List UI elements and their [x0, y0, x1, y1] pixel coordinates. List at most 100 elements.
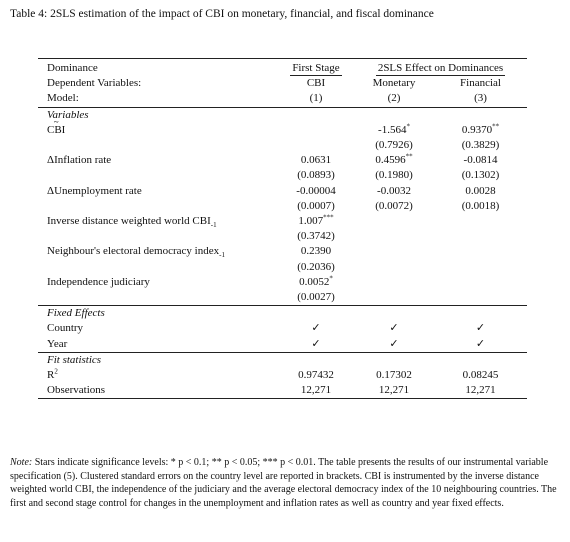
section-title: Fixed Effects — [47, 307, 105, 320]
row-label — [38, 290, 278, 306]
data-row: Year ✓ ✓ ✓ — [38, 337, 527, 353]
data-row: Observations 12,271 12,271 12,271 — [38, 383, 527, 399]
cell — [434, 229, 527, 244]
row-label: Year — [38, 337, 278, 353]
label-text: Country — [47, 322, 84, 335]
cell: ✓ — [475, 337, 486, 350]
label-text: ΔUnemployment rate — [47, 184, 142, 197]
cell — [434, 290, 527, 306]
row-label: Independence judiciary — [38, 275, 278, 290]
data-row: Country ✓ ✓ ✓ — [38, 321, 527, 336]
std-error: (0.2036) — [297, 260, 335, 273]
estimate: -0.00004 — [296, 184, 336, 197]
std-error: (0.0027) — [297, 291, 335, 304]
header-text: 2SLS Effect on Dominances — [375, 62, 506, 76]
estimate: 0.4596 — [375, 154, 406, 167]
label-subscript: -1 — [210, 221, 217, 230]
cell — [434, 214, 527, 229]
stars: ** — [492, 122, 500, 131]
rule-cell — [38, 399, 527, 400]
cell — [354, 229, 434, 244]
label-superscript: 2 — [54, 367, 58, 376]
cell: 0.97432 — [298, 369, 334, 382]
row-label: Observations — [38, 383, 278, 399]
cell: -0.0814 — [434, 153, 527, 168]
row-label: ΔInflation rate — [38, 153, 278, 168]
cell: Monetary — [372, 77, 416, 90]
header-cell: Dominance — [47, 62, 98, 74]
cell: ✓ — [389, 322, 399, 335]
section-row: Fit statistics — [38, 352, 527, 368]
label-text: Independence judiciary — [47, 275, 150, 288]
row-label: CBI — [38, 123, 278, 138]
results-table: Dominance First Stage 2SLS Effect on Dom… — [38, 58, 527, 400]
table-body: Dominance First Stage 2SLS Effect on Dom… — [38, 58, 527, 400]
std-error: (0.1980) — [375, 169, 413, 182]
estimate: 0.0028 — [465, 184, 496, 197]
data-row: Independence judiciary 0.0052* — [38, 275, 527, 290]
stars: * — [329, 274, 333, 283]
cell — [434, 244, 527, 259]
note: Note: Stars indicate significance levels… — [10, 456, 558, 511]
estimate: -0.0032 — [377, 184, 411, 197]
cell: -0.0032 — [354, 184, 434, 199]
row-label: Neighbour's electoral democracy index-1 — [38, 244, 278, 259]
cell: 0.17302 — [376, 369, 412, 382]
row-label: Dependent Variables: — [47, 77, 142, 90]
cell: 12,271 — [465, 384, 496, 397]
note-text: Stars indicate significance levels: * p … — [10, 457, 557, 510]
cell: (1) — [309, 92, 323, 105]
data-row: Neighbour's electoral democracy index-1 0… — [38, 244, 527, 259]
std-error: (0.3742) — [297, 230, 335, 243]
row-label: Inverse distance weighted world CBI-1 — [38, 214, 278, 229]
label-text: Observations — [47, 384, 106, 397]
row-label: Country — [38, 321, 278, 336]
label-subscript: -1 — [219, 251, 225, 260]
cell: 12,271 — [378, 384, 410, 397]
data-row: Inverse distance weighted world CBI-1 1.0… — [38, 214, 527, 229]
cell: CBI — [306, 77, 326, 90]
cell: ✓ — [475, 322, 486, 335]
section-title: Fit statistics — [47, 353, 102, 366]
row-label — [38, 260, 278, 275]
cell: Financial — [460, 77, 501, 90]
cell: ✓ — [389, 337, 399, 350]
stars: *** — [323, 213, 334, 222]
se-row: (0.3742) — [38, 229, 527, 244]
cell: 0.0052* — [278, 275, 354, 290]
bottom-rule — [38, 398, 527, 400]
data-row: R2 0.97432 0.17302 0.08245 — [38, 368, 527, 383]
data-row: CBI-1.564*0.9370** — [38, 123, 527, 138]
cell: -1.564* — [354, 123, 434, 138]
std-error: (0.3829) — [461, 139, 500, 152]
cell: 0.4596** — [354, 153, 434, 168]
cell: 0.08245 — [462, 369, 499, 382]
label-text: R — [47, 369, 55, 382]
cell: 12,271 — [300, 384, 332, 397]
cell: -0.00004 — [278, 184, 354, 199]
std-error: (0.0072) — [375, 199, 413, 212]
header-text: First Stage — [290, 62, 342, 76]
header-cell: First Stage — [278, 59, 354, 77]
se-row: (0.2036) — [38, 260, 527, 275]
cell — [434, 260, 527, 275]
row-label: Model: — [47, 92, 79, 105]
std-error: (0.7926) — [375, 139, 413, 152]
cell — [434, 275, 527, 290]
cell — [354, 275, 434, 290]
se-row: (0.0007) (0.0072) (0.0018) — [38, 199, 527, 214]
stars: * — [406, 122, 410, 131]
row-label: R2 — [38, 368, 278, 383]
data-row: ΔUnemployment rate -0.00004 -0.0032 0.0028 — [38, 184, 527, 199]
cell: 0.0631 — [278, 153, 354, 168]
label-text: Inverse distance weighted world CBI — [47, 215, 211, 228]
row-label — [38, 199, 278, 214]
cell — [354, 244, 434, 259]
section-row: Fixed Effects — [38, 305, 527, 322]
estimate: -0.0814 — [463, 154, 498, 167]
section-title: Variables — [47, 108, 89, 121]
label-text: ΔInflation rate — [47, 154, 112, 167]
row-label: ΔUnemployment rate — [38, 184, 278, 199]
std-error: (0.0893) — [297, 169, 335, 182]
std-error: (0.0018) — [461, 199, 500, 212]
